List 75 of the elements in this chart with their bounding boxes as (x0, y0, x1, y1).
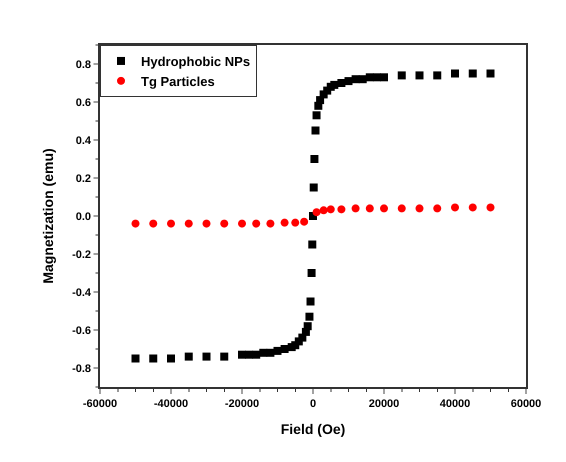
x-tick-label: -40000 (154, 398, 188, 410)
point (312, 208, 321, 216)
point (366, 204, 374, 212)
point (433, 204, 442, 212)
point (330, 80, 338, 89)
point (416, 71, 424, 80)
y-tick-label: 0.8 (76, 58, 92, 71)
point (308, 269, 316, 277)
point (326, 205, 335, 214)
point (486, 70, 494, 78)
point (310, 184, 318, 192)
point (149, 220, 158, 228)
y-tick-label: 0.2 (76, 172, 92, 185)
point (433, 71, 442, 80)
y-tick-label: 0.4 (76, 134, 92, 147)
point (306, 298, 315, 306)
point (310, 155, 318, 163)
x-axis-title: Field (Oe) (280, 420, 346, 437)
y-tick-label: -0.2 (72, 248, 92, 261)
point (132, 220, 140, 228)
x-tick-label: 0 (310, 398, 316, 410)
y-tick-label: -0.4 (72, 286, 92, 299)
point (486, 203, 494, 212)
point (291, 218, 300, 227)
point (184, 352, 193, 361)
point (311, 126, 320, 134)
point (304, 322, 312, 330)
point (266, 220, 274, 228)
point (308, 240, 316, 248)
point (352, 204, 360, 212)
point (320, 206, 328, 214)
legend-label: Tg Particles (141, 74, 215, 89)
point (202, 220, 210, 228)
point (274, 346, 282, 355)
point (132, 354, 140, 362)
x-tick-label: -20000 (224, 398, 260, 410)
point (167, 354, 175, 362)
point (252, 350, 260, 359)
point (305, 312, 314, 321)
point (300, 218, 308, 226)
point (280, 218, 289, 227)
y-tick-label: 0.6 (76, 96, 92, 109)
point (149, 354, 158, 362)
point (220, 352, 228, 361)
y-tick-label: 0.0 (76, 210, 92, 223)
x-tick-label: -60000 (82, 398, 118, 410)
point (380, 204, 388, 212)
point (167, 220, 175, 228)
y-tick-label: -0.6 (72, 324, 92, 337)
point (202, 352, 210, 361)
point (220, 220, 228, 228)
point (358, 75, 367, 84)
x-tick-label: 40000 (440, 398, 470, 410)
point (252, 220, 260, 228)
point (398, 71, 406, 80)
point (266, 348, 274, 357)
point (398, 204, 406, 212)
point (337, 205, 346, 214)
point (451, 203, 459, 212)
point (344, 77, 352, 86)
legend-label: Hydrophobic NPs (141, 54, 250, 70)
point (416, 204, 424, 212)
point (380, 73, 388, 82)
x-tick-label: 60000 (510, 398, 542, 410)
point (451, 70, 459, 78)
point (312, 111, 321, 120)
point (468, 70, 477, 78)
point (280, 345, 289, 353)
point (238, 220, 246, 228)
point (337, 79, 346, 87)
y-tick-label: -0.8 (72, 362, 92, 375)
point (184, 220, 193, 228)
point (468, 203, 477, 212)
x-tick-label: 20000 (368, 398, 400, 410)
y-axis-title: Magnetization (emu) (40, 148, 56, 284)
